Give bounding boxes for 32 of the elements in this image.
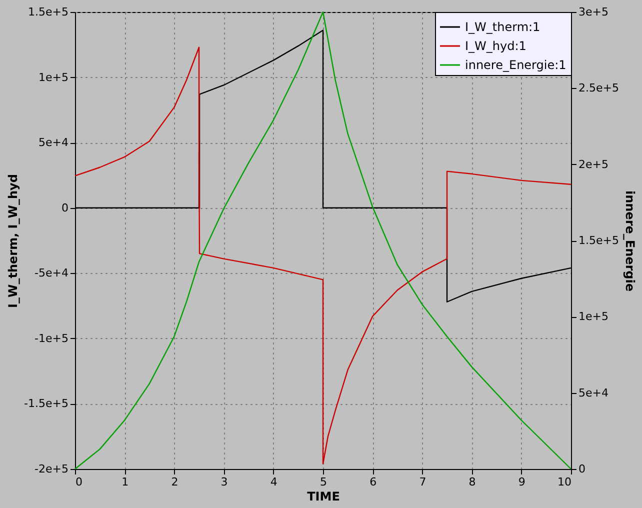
y-tick-label: 0 (62, 201, 68, 214)
y-tick-label: -1e+5 (34, 332, 68, 345)
y2-tick-label: 1.5e+5 (578, 234, 619, 247)
x-tick-label: 5 (320, 476, 327, 488)
legend-label: I_W_therm:1 (465, 20, 540, 34)
y2-tick-label: 3e+5 (578, 6, 608, 18)
x-tick-label: 3 (220, 476, 228, 488)
x-tick-label: 1 (122, 476, 129, 488)
y2-tick-label: 2e+5 (578, 158, 608, 171)
legend-label: innere_Energie:1 (465, 58, 566, 72)
y-tick-label: -2e+5 (34, 462, 68, 476)
y-axis-title: I_W_therm, I_W_hyd (6, 174, 20, 308)
x-tick-label: 8 (468, 476, 476, 488)
y2-tick-label: 5e+4 (578, 386, 608, 400)
y-tick-label: -5e+4 (34, 266, 68, 280)
y2-tick-label: 1e+5 (578, 310, 608, 324)
y-tick-label: -1.5e+5 (24, 397, 68, 410)
y2-tick-label: 2.5e+5 (578, 82, 619, 95)
x-tick-label: 9 (518, 476, 526, 488)
x-tick-label: 2 (171, 476, 178, 488)
y2-tick-label: 0 (578, 462, 586, 476)
x-tick-label: 7 (419, 476, 426, 488)
y-tick-label: 1.5e+5 (28, 6, 68, 18)
y2-axis-title: innere_Energie (622, 190, 637, 292)
x-tick-label: 10 (558, 476, 572, 488)
y-tick-label: 1e+5 (38, 70, 68, 84)
legend-label: I_W_hyd:1 (465, 39, 526, 53)
x-tick-label: 0 (76, 476, 82, 488)
x-tick-label: 4 (270, 476, 278, 488)
x-tick-label: 6 (370, 476, 377, 488)
y-tick-label: 5e+4 (38, 136, 68, 150)
x-axis-title: TIME (307, 490, 340, 504)
